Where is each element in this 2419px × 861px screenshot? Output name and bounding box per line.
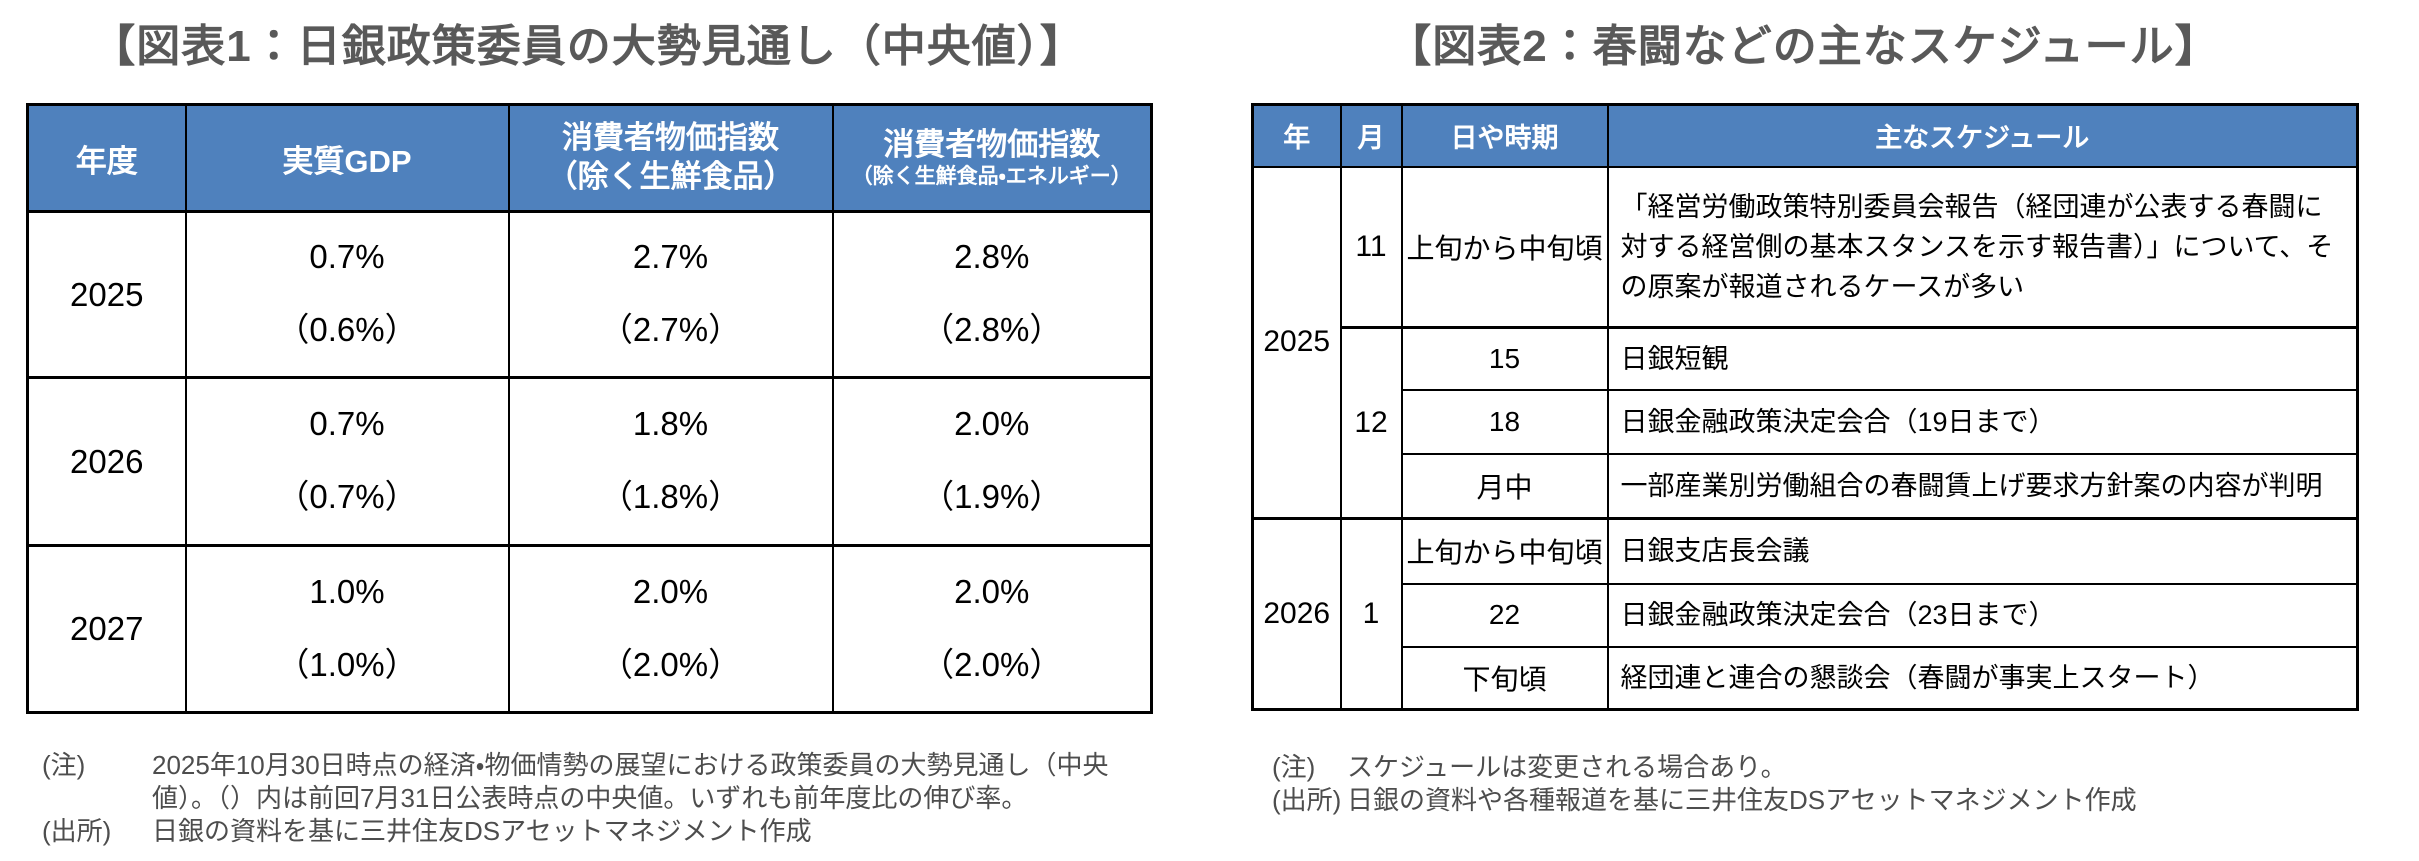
day-cell: 月中 (1400, 452, 1609, 520)
gdp-value: 1.0% (309, 572, 385, 610)
figure1-header-row: 年度 実質GDP 消費者物価指数 （除く生鮮食品） 消費者物価指数 （除く生鮮食… (26, 103, 1153, 213)
day-cell: 22 (1400, 582, 1609, 648)
schedule-row: 22 日銀金融政策決定会合（23日まで） (1253, 582, 2359, 648)
month-cell-1: 1 (1339, 517, 1403, 711)
cpi2-value: 2.8% (954, 238, 1030, 275)
event-cell: 経団連と連合の懇談会（春闘が事実上スタート） (1606, 645, 2359, 711)
gdp-previous: （0.6%） (276, 311, 418, 348)
day-cell: 下旬頃 (1400, 645, 1609, 711)
figure1-outlook-table: 年度 実質GDP 消費者物価指数 （除く生鮮食品） 消費者物価指数 （除く生鮮食… (26, 103, 1153, 714)
cpi2-cell: 2.8% （2.8%） (831, 210, 1153, 379)
figure2-title: 【図表2：春闘などの主なスケジュール】 (1387, 22, 2220, 71)
source-label: (出所) (42, 816, 112, 846)
day-cell: 18 (1400, 388, 1609, 455)
cpi1-cell: 2.7% （2.7%） (507, 210, 834, 379)
cpi2-cell: 2.0% （1.9%） (831, 376, 1153, 547)
cpi2-cell: 2.0% （2.0%） (831, 544, 1153, 714)
cpi-ex-fresh-energy-line1: 消費者物価指数 (883, 126, 1101, 162)
source-label: (出所) (1272, 785, 1342, 815)
cpi2-previous: （1.9%） (921, 478, 1063, 515)
cpi2-value: 2.0% (954, 572, 1030, 610)
cpi1-cell: 1.8% （1.8%） (507, 376, 834, 547)
source-text: 日銀の資料や各種報道を基に三井住友DSアセットマネジメント作成 (1347, 785, 2137, 815)
schedule-row: 下旬頃 経団連と連合の懇談会（春闘が事実上スタート） (1253, 645, 2359, 711)
table-row-2027: 2027 1.0% （1.0%） 2.0% （2.0%） 2.0% （2.0%） (26, 544, 1153, 714)
cpi-ex-fresh-line1: 消費者物価指数 (562, 120, 779, 156)
cpi-ex-fresh-energy-line2: （除く生鮮食品・エネルギー） (851, 165, 1132, 189)
event-cell: 日銀金融政策決定会合（23日まで） (1606, 582, 2359, 648)
note-label: (注) (42, 750, 86, 780)
gdp-previous: （0.7%） (276, 478, 418, 515)
year-cell-2025: 2025 (1251, 165, 1342, 520)
cpi1-value: 1.8% (632, 405, 709, 442)
header-cell-real-gdp: 実質GDP (184, 103, 510, 213)
figure2-notes: (注) スケジュールは変更される場合あり。 (出所) 日銀の資料や各種報道を基に… (1272, 751, 2392, 817)
cpi1-previous: （1.8%） (599, 478, 742, 515)
gdp-value: 0.7% (309, 405, 385, 442)
table-row-2025: 2025 0.7% （0.6%） 2.7% （2.7%） 2.8% （2.8%） (26, 210, 1153, 379)
header-cell-schedule: 主なスケジュール (1606, 103, 2359, 168)
note-text: スケジュールは変更される場合あり。 (1347, 752, 1787, 782)
cpi2-value: 2.0% (954, 405, 1030, 442)
year-cell-2026: 2026 (1251, 517, 1342, 711)
day-cell: 上旬から中旬頃 (1400, 165, 1609, 329)
header-cell-year: 年 (1251, 103, 1342, 168)
figure2-schedule-table: 年 月 日や時期 主なスケジュール 2025 11 上旬から中旬頃 「経営労働政… (1251, 103, 2359, 711)
gdp-cell: 0.7% （0.7%） (184, 376, 510, 547)
header-cell-cpi-ex-fresh-energy: 消費者物価指数 （除く生鮮食品・エネルギー） (831, 103, 1153, 213)
figure1-notes: (注) 2025年10月30日時点の経済・物価情勢の展望における政策委員の大勢見… (42, 749, 1222, 848)
figure1-title: 【図表1：日銀政策委員の大勢見通し（中央値）】 (91, 22, 1085, 71)
header-cell-year: 年度 (26, 103, 187, 213)
gdp-previous: （1.0%） (276, 645, 418, 683)
gdp-value: 0.7% (309, 238, 385, 275)
schedule-row: 12 15 日銀短観 (1253, 326, 2359, 520)
cpi1-value: 2.7% (632, 238, 709, 275)
month-cell-11: 11 (1339, 165, 1403, 329)
header-cell-month: 月 (1339, 103, 1403, 168)
schedule-row: 2025 11 上旬から中旬頃 「経営労働政策特別委員会報告（経団連が公表する春… (1251, 165, 2359, 520)
gdp-cell: 1.0% （1.0%） (184, 544, 510, 714)
schedule-row: 18 日銀金融政策決定会合（19日まで） (1253, 388, 2359, 455)
event-cell: 日銀金融政策決定会合（19日まで） (1606, 388, 2359, 455)
event-cell: 「経営労働政策特別委員会報告（経団連が公表する春闘に対する経営側の基本スタンスを… (1606, 165, 2359, 329)
cpi1-previous: （2.7%） (599, 311, 742, 348)
figure2-header-row: 年 月 日や時期 主なスケジュール (1251, 103, 2359, 168)
cpi-ex-fresh-line2: （除く生鮮食品） (546, 159, 795, 194)
month-cell-12: 12 (1339, 326, 1403, 520)
cpi1-previous: （2.0%） (599, 645, 742, 683)
cpi1-cell: 2.0% （2.0%） (507, 544, 834, 714)
year-cell: 2027 (26, 544, 187, 714)
cpi1-value: 2.0% (632, 572, 709, 610)
note-text-line1: 2025年10月30日時点の経済・物価情勢の展望における政策委員の大勢見通し（中… (152, 750, 1109, 780)
day-cell: 上旬から中旬頃 (1400, 517, 1609, 585)
cpi2-previous: （2.0%） (921, 645, 1063, 683)
note-label: (注) (1272, 752, 1316, 782)
header-cell-day: 日や時期 (1400, 103, 1609, 168)
source-text: 日銀の資料を基に三井住友DSアセットマネジメント作成 (152, 816, 812, 846)
day-cell: 15 (1400, 326, 1609, 391)
schedule-row: 2026 1 上旬から中旬頃 日銀支店長会議 (1251, 517, 2359, 711)
year-cell: 2025 (26, 210, 187, 379)
event-cell: 一部産業別労働組合の春闘賃上げ要求方針案の内容が判明 (1606, 452, 2359, 520)
event-cell: 日銀短観 (1606, 326, 2359, 391)
header-cell-cpi-ex-fresh: 消費者物価指数 （除く生鮮食品） (507, 103, 834, 213)
year-cell: 2026 (26, 376, 187, 547)
event-cell: 日銀支店長会議 (1606, 517, 2359, 585)
note-text-line2: 値）。（）内は前回7月31日公表時点の中央値。いずれも前年度比の伸び率。 (152, 783, 1028, 813)
cpi2-previous: （2.8%） (921, 311, 1063, 348)
schedule-row: 月中 一部産業別労働組合の春闘賃上げ要求方針案の内容が判明 (1253, 452, 2359, 520)
gdp-cell: 0.7% （0.6%） (184, 210, 510, 379)
table-row-2026: 2026 0.7% （0.7%） 1.8% （1.8%） 2.0% （1.9%） (26, 376, 1153, 547)
